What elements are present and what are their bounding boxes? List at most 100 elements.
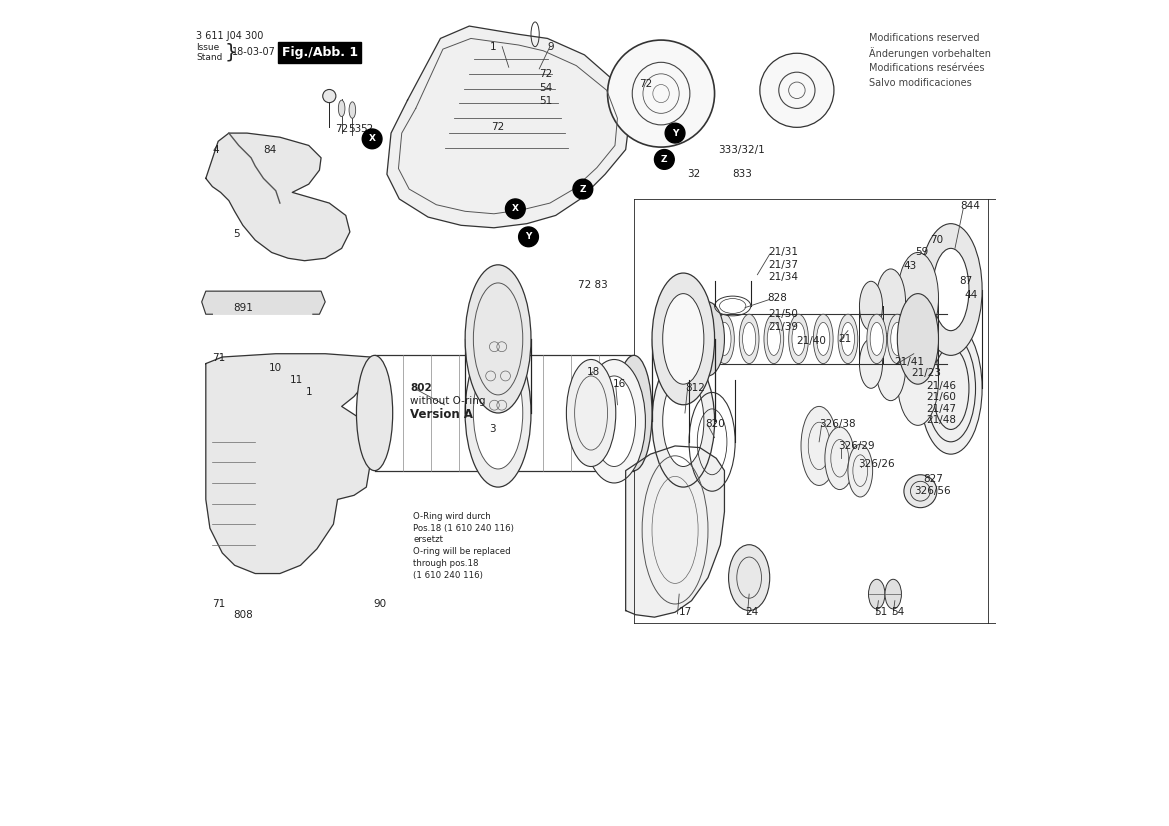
Text: 21/60: 21/60: [926, 392, 956, 402]
Ellipse shape: [801, 406, 837, 486]
Text: 3 611 J04 300: 3 611 J04 300: [196, 31, 263, 41]
Ellipse shape: [357, 355, 393, 471]
Text: 21/40: 21/40: [796, 335, 826, 345]
Circle shape: [519, 227, 539, 247]
Text: 21/41: 21/41: [894, 357, 924, 367]
Text: X: X: [512, 204, 519, 213]
Text: 10: 10: [269, 363, 283, 373]
Circle shape: [505, 199, 525, 219]
Ellipse shape: [652, 355, 714, 487]
Ellipse shape: [616, 355, 652, 471]
Text: 21/46: 21/46: [926, 381, 956, 391]
Ellipse shape: [898, 253, 939, 343]
Text: 17: 17: [679, 607, 692, 617]
Ellipse shape: [876, 335, 906, 401]
Ellipse shape: [692, 301, 725, 376]
Ellipse shape: [885, 579, 901, 609]
Ellipse shape: [567, 359, 616, 467]
Text: }: }: [224, 43, 237, 62]
Text: 87: 87: [959, 276, 973, 287]
Text: Fig./Abb. 1: Fig./Abb. 1: [282, 46, 358, 59]
Text: 72: 72: [491, 122, 505, 132]
Text: 326/26: 326/26: [859, 459, 895, 469]
Text: Salvo modificaciones: Salvo modificaciones: [869, 78, 971, 88]
Text: 54: 54: [539, 83, 553, 93]
Text: 21/23: 21/23: [912, 368, 941, 378]
Polygon shape: [202, 291, 325, 314]
Ellipse shape: [465, 265, 531, 413]
Text: Stand: Stand: [196, 53, 222, 62]
Ellipse shape: [891, 322, 904, 355]
Ellipse shape: [848, 444, 872, 497]
Ellipse shape: [814, 314, 833, 363]
Ellipse shape: [742, 322, 755, 355]
Text: 828: 828: [767, 292, 787, 303]
Circle shape: [655, 150, 675, 169]
Ellipse shape: [767, 322, 781, 355]
Ellipse shape: [825, 427, 855, 490]
Text: X: X: [368, 135, 375, 144]
Ellipse shape: [867, 314, 886, 363]
Ellipse shape: [350, 102, 355, 118]
Text: 70: 70: [931, 235, 943, 245]
Ellipse shape: [583, 359, 645, 483]
Text: 9: 9: [547, 41, 554, 52]
Text: 326/29: 326/29: [838, 441, 874, 451]
Ellipse shape: [898, 335, 939, 425]
Ellipse shape: [473, 357, 523, 469]
Text: 16: 16: [613, 379, 625, 389]
Circle shape: [760, 53, 833, 127]
Circle shape: [665, 123, 685, 143]
Ellipse shape: [933, 347, 969, 430]
Text: 54: 54: [891, 607, 904, 617]
Text: 32: 32: [687, 169, 700, 179]
Circle shape: [608, 40, 714, 147]
Text: 4: 4: [213, 145, 219, 154]
Ellipse shape: [898, 293, 939, 384]
Text: 72: 72: [638, 78, 652, 88]
Ellipse shape: [728, 544, 769, 610]
Polygon shape: [206, 354, 371, 573]
Ellipse shape: [920, 224, 982, 355]
Polygon shape: [206, 133, 350, 261]
Ellipse shape: [870, 322, 884, 355]
Text: 1: 1: [490, 41, 497, 52]
Ellipse shape: [920, 322, 982, 454]
Text: Y: Y: [672, 129, 678, 138]
Ellipse shape: [838, 314, 858, 363]
Text: 43: 43: [904, 261, 918, 271]
Text: 812: 812: [685, 383, 705, 393]
Ellipse shape: [718, 322, 731, 355]
Ellipse shape: [663, 376, 704, 467]
Text: 71: 71: [213, 599, 226, 609]
Text: 72: 72: [539, 69, 553, 78]
Ellipse shape: [859, 339, 883, 388]
Ellipse shape: [859, 282, 883, 330]
Ellipse shape: [765, 314, 783, 363]
Text: Version A: Version A: [410, 408, 473, 421]
Ellipse shape: [714, 314, 734, 363]
Text: 333/32/1: 333/32/1: [718, 145, 765, 154]
Ellipse shape: [323, 89, 336, 102]
Text: 1: 1: [306, 387, 313, 396]
Text: 24: 24: [745, 607, 759, 617]
Text: 808: 808: [233, 610, 253, 620]
Text: 51: 51: [874, 607, 887, 617]
Ellipse shape: [817, 322, 830, 355]
Ellipse shape: [869, 579, 885, 609]
Text: 891: 891: [233, 302, 253, 312]
Ellipse shape: [876, 269, 906, 335]
Text: Änderungen vorbehalten: Änderungen vorbehalten: [869, 47, 990, 59]
Text: Y: Y: [675, 128, 682, 138]
Text: Issue: Issue: [196, 43, 220, 52]
Text: 11: 11: [290, 375, 303, 385]
Text: X: X: [517, 204, 524, 214]
Text: Y: Y: [528, 232, 534, 242]
Text: 90: 90: [373, 599, 386, 609]
Text: 21/48: 21/48: [926, 415, 956, 425]
Text: 44: 44: [964, 290, 978, 301]
Text: 21/31: 21/31: [768, 248, 798, 258]
Polygon shape: [625, 446, 725, 617]
Text: 844: 844: [961, 201, 981, 211]
Text: 21/50: 21/50: [768, 309, 798, 319]
